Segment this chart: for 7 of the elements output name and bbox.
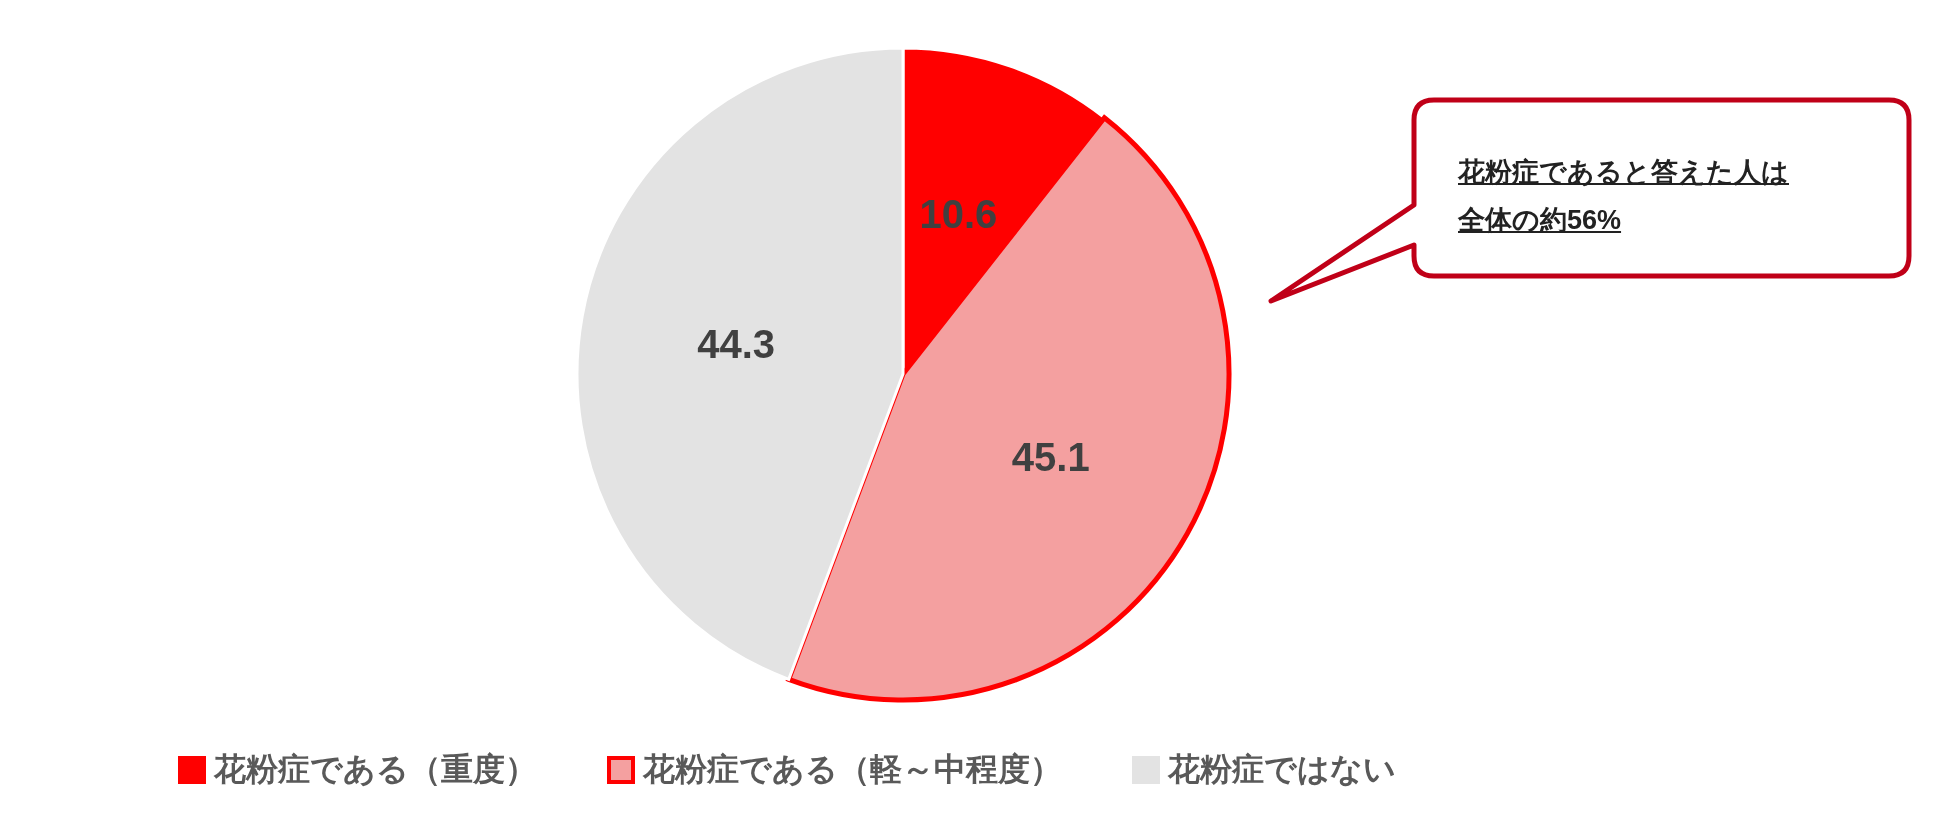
data-label: 10.6 [919, 191, 998, 236]
legend-label: 花粉症である（軽～中程度） [643, 750, 1062, 789]
legend-label: 花粉症ではない [1168, 750, 1396, 789]
legend-label: 花粉症である（重度） [214, 750, 537, 789]
data-label: 44.3 [697, 321, 776, 366]
text: 花粉症であると答えた人は全体の約56% [1458, 156, 1790, 237]
data-label: 45.1 [1011, 435, 1090, 480]
